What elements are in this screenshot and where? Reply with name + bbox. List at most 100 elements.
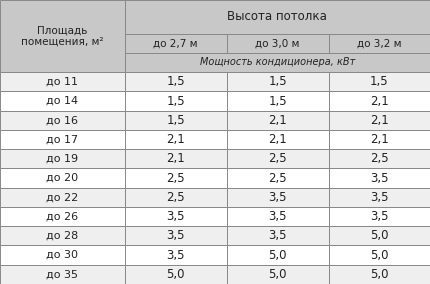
- Bar: [329, 111, 430, 130]
- Text: 3,5: 3,5: [268, 210, 287, 223]
- Text: 2,5: 2,5: [166, 191, 185, 204]
- Bar: [329, 72, 430, 91]
- Bar: [125, 111, 227, 130]
- Text: 3,5: 3,5: [370, 172, 389, 185]
- Text: 3,5: 3,5: [166, 229, 185, 242]
- Bar: [125, 53, 430, 72]
- Text: 1,5: 1,5: [166, 75, 185, 88]
- Bar: [329, 34, 430, 53]
- Bar: [0, 245, 125, 265]
- Text: до 20: до 20: [46, 173, 78, 183]
- Text: 3,5: 3,5: [166, 210, 185, 223]
- Bar: [227, 91, 329, 111]
- Bar: [125, 91, 227, 111]
- Bar: [125, 226, 227, 245]
- Bar: [227, 226, 329, 245]
- Text: 3,5: 3,5: [268, 191, 287, 204]
- Bar: [0, 149, 125, 168]
- Bar: [125, 0, 430, 34]
- Text: до 28: до 28: [46, 231, 78, 241]
- Text: до 16: до 16: [46, 115, 78, 125]
- Text: 3,5: 3,5: [370, 191, 389, 204]
- Bar: [125, 149, 227, 168]
- Text: до 22: до 22: [46, 192, 78, 202]
- Text: 2,1: 2,1: [268, 114, 287, 127]
- Text: 2,5: 2,5: [268, 172, 287, 185]
- Text: до 30: до 30: [46, 250, 78, 260]
- Bar: [329, 149, 430, 168]
- Text: до 3,2 м: до 3,2 м: [357, 38, 402, 48]
- Bar: [329, 168, 430, 188]
- Bar: [227, 168, 329, 188]
- Bar: [125, 245, 227, 265]
- Bar: [125, 130, 227, 149]
- Bar: [227, 265, 329, 284]
- Bar: [125, 207, 227, 226]
- Bar: [227, 72, 329, 91]
- Text: 2,1: 2,1: [370, 95, 389, 108]
- Text: до 14: до 14: [46, 96, 78, 106]
- Text: 2,5: 2,5: [268, 152, 287, 165]
- Bar: [227, 111, 329, 130]
- Text: 1,5: 1,5: [166, 114, 185, 127]
- Text: Мощность кондиционера, кВт: Мощность кондиционера, кВт: [200, 57, 355, 68]
- Bar: [0, 0, 125, 72]
- Text: 1,5: 1,5: [370, 75, 389, 88]
- Text: 2,5: 2,5: [370, 152, 389, 165]
- Text: до 26: до 26: [46, 212, 78, 222]
- Text: 3,5: 3,5: [370, 210, 389, 223]
- Bar: [0, 226, 125, 245]
- Bar: [0, 188, 125, 207]
- Text: 5,0: 5,0: [268, 248, 287, 262]
- Bar: [329, 188, 430, 207]
- Bar: [125, 168, 227, 188]
- Bar: [0, 265, 125, 284]
- Text: 1,5: 1,5: [268, 95, 287, 108]
- Text: Площадь
помещения, м²: Площадь помещения, м²: [21, 25, 104, 47]
- Text: до 3,0 м: до 3,0 м: [255, 38, 300, 48]
- Bar: [329, 265, 430, 284]
- Text: 1,5: 1,5: [268, 75, 287, 88]
- Text: до 17: до 17: [46, 135, 78, 145]
- Text: 5,0: 5,0: [370, 229, 389, 242]
- Text: 2,1: 2,1: [166, 152, 185, 165]
- Bar: [227, 245, 329, 265]
- Bar: [227, 188, 329, 207]
- Bar: [0, 91, 125, 111]
- Bar: [125, 34, 227, 53]
- Text: до 11: до 11: [46, 77, 78, 87]
- Text: 3,5: 3,5: [166, 248, 185, 262]
- Bar: [0, 168, 125, 188]
- Bar: [329, 91, 430, 111]
- Bar: [125, 72, 227, 91]
- Text: до 19: до 19: [46, 154, 78, 164]
- Bar: [329, 207, 430, 226]
- Text: до 2,7 м: до 2,7 м: [154, 38, 198, 48]
- Text: 5,0: 5,0: [370, 268, 389, 281]
- Text: 5,0: 5,0: [166, 268, 185, 281]
- Bar: [0, 72, 125, 91]
- Bar: [0, 207, 125, 226]
- Text: до 35: до 35: [46, 269, 78, 279]
- Text: 2,1: 2,1: [268, 133, 287, 146]
- Bar: [0, 130, 125, 149]
- Bar: [227, 130, 329, 149]
- Text: Высота потолка: Высота потолка: [227, 10, 327, 23]
- Text: 2,5: 2,5: [166, 172, 185, 185]
- Bar: [0, 111, 125, 130]
- Bar: [227, 149, 329, 168]
- Bar: [227, 207, 329, 226]
- Text: 2,1: 2,1: [370, 114, 389, 127]
- Text: 2,1: 2,1: [370, 133, 389, 146]
- Text: 2,1: 2,1: [166, 133, 185, 146]
- Bar: [329, 130, 430, 149]
- Text: 5,0: 5,0: [268, 268, 287, 281]
- Bar: [125, 265, 227, 284]
- Bar: [125, 188, 227, 207]
- Text: 3,5: 3,5: [268, 229, 287, 242]
- Bar: [329, 245, 430, 265]
- Bar: [329, 226, 430, 245]
- Bar: [227, 34, 329, 53]
- Text: 1,5: 1,5: [166, 95, 185, 108]
- Text: 5,0: 5,0: [370, 248, 389, 262]
